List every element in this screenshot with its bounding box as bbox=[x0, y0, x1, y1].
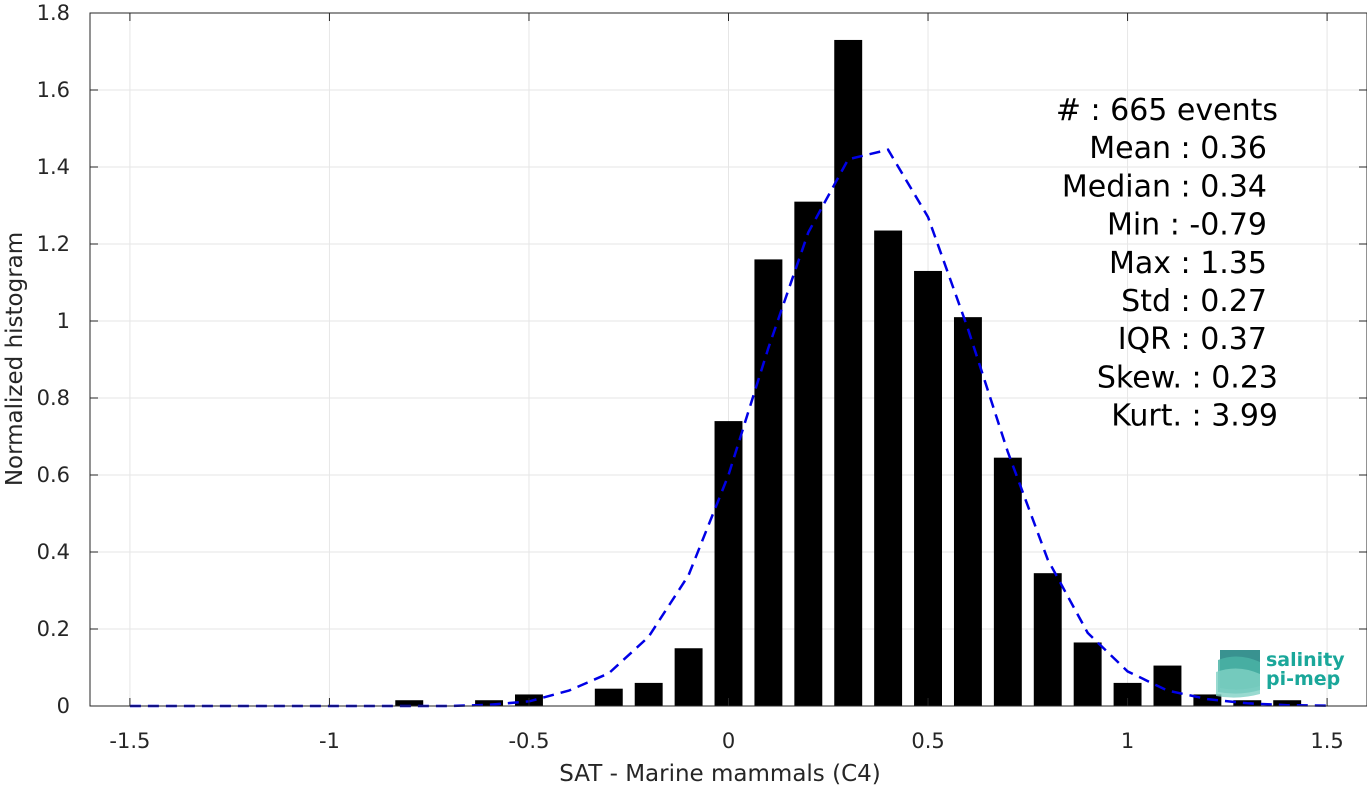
y-tick-label: 1.8 bbox=[37, 1, 70, 25]
x-tick-label: 0 bbox=[722, 729, 735, 753]
x-tick-label: 0.5 bbox=[911, 729, 944, 753]
stat-line: Std : 0.27 bbox=[1121, 284, 1267, 319]
y-tick-label: 1.6 bbox=[37, 78, 70, 102]
y-tick-label: 0.8 bbox=[37, 386, 70, 410]
stat-line: Kurt. : 3.99 bbox=[1111, 399, 1278, 434]
histogram-bar bbox=[1073, 642, 1102, 706]
y-tick-label: 1 bbox=[57, 309, 70, 333]
histogram-bar bbox=[953, 317, 982, 706]
histogram-bar bbox=[634, 682, 663, 706]
histogram-bar bbox=[1033, 573, 1062, 706]
histogram-bar bbox=[914, 270, 942, 706]
histogram-bar bbox=[754, 259, 783, 706]
x-axis-label: SAT - Marine mammals (C4) bbox=[559, 761, 881, 785]
stat-line: Min : -0.79 bbox=[1107, 208, 1267, 243]
stat-line: Max : 1.35 bbox=[1109, 246, 1267, 281]
stat-line: # : 665 events bbox=[1056, 93, 1278, 128]
histogram-bar bbox=[714, 421, 743, 706]
stat-line: Skew. : 0.23 bbox=[1097, 360, 1278, 395]
histogram-bar bbox=[1113, 682, 1142, 706]
histogram-bar bbox=[1273, 700, 1302, 706]
x-tick-labels: -1.5 -1 -0.5 0 0.5 1 1.5 bbox=[109, 729, 1343, 753]
histogram-bar bbox=[395, 700, 424, 706]
y-tick-labels: 0 0.2 0.4 0.6 0.8 1 1.2 1.4 1.6 1.8 bbox=[37, 1, 70, 718]
stat-line: Median : 0.34 bbox=[1062, 169, 1267, 204]
histogram-bar bbox=[594, 688, 623, 706]
wave-logo-icon bbox=[1216, 650, 1260, 698]
x-tick-label: -0.5 bbox=[508, 729, 549, 753]
x-tick-label: -1.5 bbox=[109, 729, 150, 753]
x-tick-label: 1.5 bbox=[1310, 729, 1343, 753]
bars-group bbox=[395, 39, 1302, 706]
stat-line: IQR : 0.37 bbox=[1118, 322, 1267, 357]
histogram-bar bbox=[475, 700, 504, 706]
stat-line: Mean : 0.36 bbox=[1089, 131, 1267, 166]
logo-line-1: salinity bbox=[1266, 649, 1345, 671]
histogram-bar bbox=[993, 457, 1022, 706]
salinity-pimep-logo: salinity pi-mep bbox=[1216, 649, 1345, 698]
x-tick-label: -1 bbox=[319, 729, 340, 753]
logo-line-2: pi-mep bbox=[1266, 668, 1340, 690]
histogram-bar bbox=[674, 648, 703, 706]
axes-group bbox=[89, 12, 1367, 707]
y-tick-label: 0 bbox=[57, 694, 70, 718]
histogram-bar bbox=[834, 39, 863, 706]
histogram-bar bbox=[794, 201, 823, 706]
y-tick-label: 0.4 bbox=[37, 540, 70, 564]
y-axis-label: Normalized histogram bbox=[2, 232, 28, 486]
histogram-bar bbox=[874, 230, 903, 706]
y-tick-label: 1.2 bbox=[37, 232, 70, 256]
x-tick-label: 1 bbox=[1121, 729, 1134, 753]
y-tick-label: 0.2 bbox=[37, 617, 70, 641]
y-tick-label: 1.4 bbox=[37, 155, 70, 179]
y-tick-label: 0.6 bbox=[37, 463, 70, 487]
